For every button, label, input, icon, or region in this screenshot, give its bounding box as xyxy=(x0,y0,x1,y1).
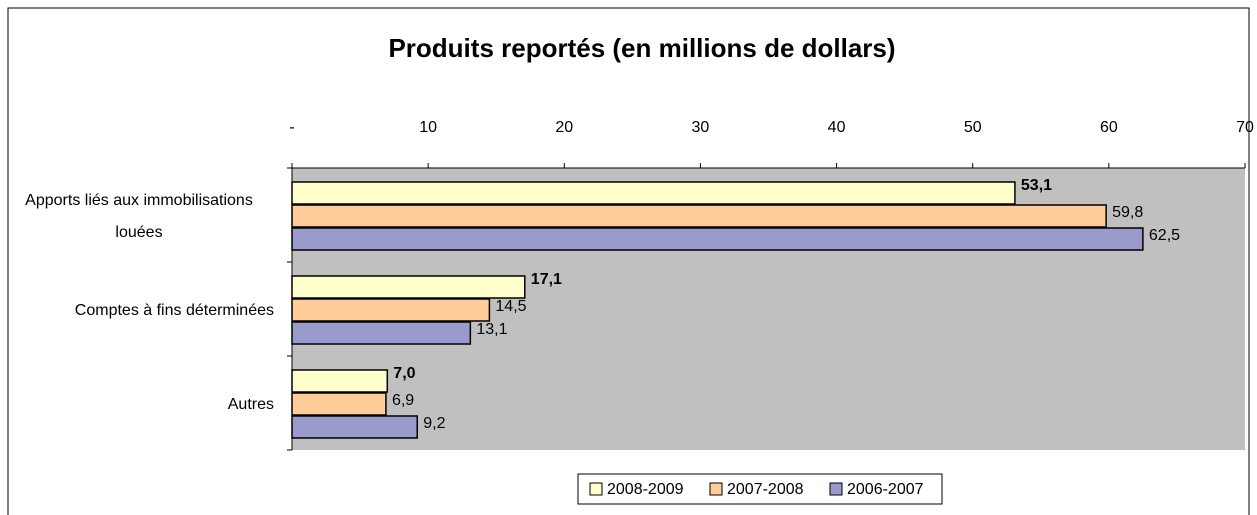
bar xyxy=(291,204,1107,228)
value-label: 53,1 xyxy=(1021,177,1052,194)
value-label: 9,2 xyxy=(423,415,445,432)
bar xyxy=(291,321,472,345)
y-tick-label: Autres xyxy=(227,396,274,413)
x-tick-label: 50 xyxy=(964,119,982,136)
legend-swatch xyxy=(589,482,603,496)
bar xyxy=(291,415,419,439)
value-label: 7,0 xyxy=(393,365,415,382)
y-tick-label: Comptes à fins déterminées xyxy=(74,302,274,319)
bar xyxy=(291,298,491,322)
x-tick-label: - xyxy=(289,119,294,136)
legend-label: 2007-2008 xyxy=(727,481,804,498)
legend-label: 2006-2007 xyxy=(847,481,924,498)
value-label: 62,5 xyxy=(1149,227,1180,244)
value-label: 13,1 xyxy=(476,321,507,338)
x-tick-label: 60 xyxy=(1100,119,1118,136)
x-tick-label: 40 xyxy=(828,119,846,136)
legend-box xyxy=(577,473,943,505)
value-label: 17,1 xyxy=(531,271,562,288)
value-label: 14,5 xyxy=(495,298,526,315)
x-tick-label: 10 xyxy=(419,119,437,136)
value-label: 6,9 xyxy=(392,392,414,409)
legend-swatch xyxy=(709,482,723,496)
bar xyxy=(291,392,387,416)
bar xyxy=(291,227,1144,251)
x-tick-label: 70 xyxy=(1236,119,1254,136)
legend-swatch xyxy=(829,482,843,496)
bar xyxy=(291,181,1016,205)
value-label: 59,8 xyxy=(1112,204,1143,221)
legend-label: 2008-2009 xyxy=(607,481,684,498)
bar xyxy=(291,369,389,393)
frame xyxy=(7,7,1250,515)
x-tick-label: 20 xyxy=(555,119,573,136)
chart-title: Produits reportés (en millions de dollar… xyxy=(388,33,895,63)
bar xyxy=(291,275,526,299)
x-tick-label: 30 xyxy=(692,119,710,136)
y-tick-label: Apports liés aux immobilisations louées xyxy=(25,192,253,241)
